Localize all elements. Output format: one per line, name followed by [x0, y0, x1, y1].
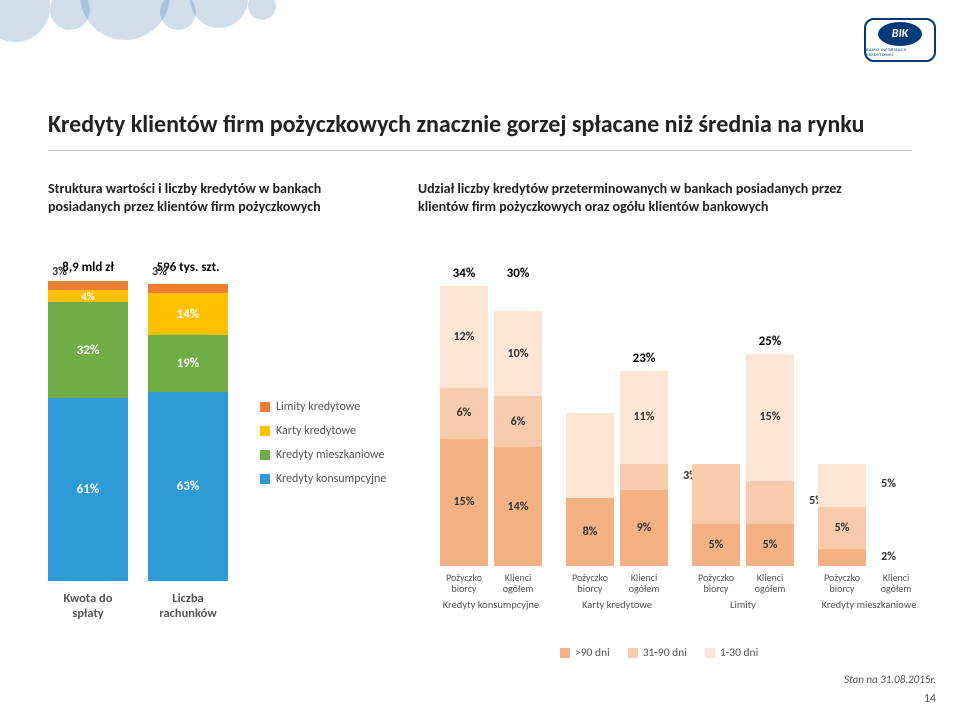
legend-item: Limity kredytowe — [260, 400, 386, 414]
right-chart-segment: 10% — [566, 413, 614, 498]
legend-swatch — [260, 426, 270, 436]
right-chart-segment: 6% — [440, 388, 488, 439]
right-chart-col-label: Klienciogółem — [872, 572, 920, 594]
right-chart-bar — [872, 464, 920, 566]
right-chart-col-label: Pożyczkobiorcy — [440, 572, 488, 594]
dpd-legend-item: >90 dni — [560, 646, 610, 660]
right-chart-bar: 8%10% — [566, 371, 614, 567]
right-chart-top-label: 34% — [440, 266, 488, 281]
bik-logo-subtitle: BIURO INFORMACJI KREDYTOWEJ — [866, 48, 934, 58]
legend-swatch — [260, 402, 270, 412]
right-chart-col-label: Pożyczkobiorcy — [692, 572, 740, 594]
dpd-legend: >90 dni 31-90 dni 1-30 dni — [560, 646, 758, 660]
right-chart-segment: 5% — [746, 524, 794, 567]
right-chart-segment: 10% — [494, 311, 542, 396]
legend-item: Karty kredytowe — [260, 424, 386, 438]
right-chart-group: 2%5%5% — [818, 464, 920, 566]
right-chart-segment: 5% — [746, 481, 794, 524]
legend-label: Kredyty konsumpcyjne — [276, 472, 386, 486]
right-chart-bar: 5%7% — [692, 354, 740, 567]
product-legend: Limity kredytowe Karty kredytowe Kredyty m… — [260, 400, 386, 496]
right-chart-group: 8%10%9%3%11%23% — [566, 371, 668, 567]
left-chart-segment — [148, 284, 228, 293]
bik-logo: BIK BIURO INFORMACJI KREDYTOWEJ — [864, 18, 936, 62]
right-chart-bar: 9%3%11%23% — [620, 371, 668, 567]
left-chart-segment: 32% — [48, 302, 128, 398]
left-chart-bar: 61%32%4%3% — [48, 281, 128, 581]
left-chart-ext-label: 3% — [52, 265, 67, 279]
right-chart-segment: 5% — [818, 507, 866, 550]
legend-label: Kredyty mieszkaniowe — [276, 448, 384, 462]
title-rule — [48, 150, 912, 151]
right-chart-category-label: Limity — [692, 598, 794, 611]
left-chart-bar: 63%19%14%3% — [148, 281, 228, 581]
right-chart-segment: 6% — [494, 396, 542, 447]
header-decoration — [0, 0, 320, 50]
left-chart-axis-label: Liczba rachunków — [148, 591, 228, 621]
right-chart-bar: 14%6%10%30% — [494, 286, 542, 567]
left-chart-axis-label: Kwota do spłaty — [48, 591, 128, 621]
right-chart-segment: 15% — [440, 439, 488, 567]
left-chart: 8,9 mld zł596 tys. szt. 61%32%4%3%63%19%… — [48, 260, 248, 621]
subtitle-right: Udział liczby kredytów przeterminowanych… — [418, 180, 888, 215]
dpd-legend-item: 31-90 dni — [628, 646, 687, 660]
bik-logo-oval: BIK — [878, 22, 922, 46]
dpd-legend-swatch — [705, 648, 715, 658]
dpd-legend-swatch — [560, 648, 570, 658]
legend-swatch — [260, 474, 270, 484]
right-chart-segment: 8% — [566, 498, 614, 566]
footnote: Stan na 31.08.2015r. — [844, 673, 936, 686]
subtitle-left: Struktura wartości i liczby kredytów w b… — [48, 180, 378, 215]
right-chart-segment: 2% — [818, 549, 866, 566]
right-chart-segment: 5% — [692, 524, 740, 567]
dpd-legend-label: >90 dni — [575, 646, 610, 660]
right-chart-segment: 9% — [620, 490, 668, 567]
right-chart-segment: 3% — [620, 464, 668, 490]
right-chart-bar: 5%5%15%25% — [746, 354, 794, 567]
left-chart-segment: 19% — [148, 335, 228, 392]
right-chart-category-label: Karty kredytowe — [566, 598, 668, 611]
right-chart-segment: 5% — [818, 464, 866, 507]
right-chart-segment: 7% — [692, 464, 740, 524]
right-chart-col-label: Klienciogółem — [620, 572, 668, 594]
right-chart-col-label: Pożyczkobiorcy — [818, 572, 866, 594]
left-chart-segment: 63% — [148, 392, 228, 581]
right-chart-top-label: 30% — [494, 266, 542, 281]
dpd-legend-swatch — [628, 648, 638, 658]
legend-swatch — [260, 450, 270, 460]
right-chart-segment: 14% — [494, 447, 542, 566]
right-chart-top-label: 25% — [746, 334, 794, 349]
left-chart-segment: 14% — [148, 293, 228, 335]
legend-label: Limity kredytowe — [276, 400, 360, 414]
right-chart-top-label: 23% — [620, 351, 668, 366]
right-chart-col-label: Klienciogółem — [494, 572, 542, 594]
right-chart-category-label: Kredyty konsumpcyjne — [440, 598, 542, 611]
left-chart-ext-label: 3% — [152, 265, 167, 279]
right-chart-segment: 15% — [746, 354, 794, 482]
right-chart-segment: 11% — [620, 371, 668, 465]
left-chart-segment: 61% — [48, 398, 128, 581]
dpd-legend-item: 1-30 dni — [705, 646, 758, 660]
right-chart-col-label: Pożyczkobiorcy — [566, 572, 614, 594]
right-chart-group: 5%7%5%5%15%25% — [692, 354, 794, 567]
right-chart-col-label: Klienciogółem — [746, 572, 794, 594]
page-number: 14 — [924, 692, 936, 706]
page-title: Kredyty klientów firm pożyczkowych znacz… — [48, 110, 864, 139]
left-chart-segment: 4% — [48, 290, 128, 302]
right-chart-bar: 15%6%12%34% — [440, 286, 488, 567]
legend-item: Kredyty konsumpcyjne — [260, 472, 386, 486]
dpd-legend-label: 31-90 dni — [643, 646, 687, 660]
right-chart: 15%6%12%34%14%6%10%30%8%10%9%3%11%23%5%7… — [440, 256, 940, 611]
legend-label: Karty kredytowe — [276, 424, 356, 438]
right-chart-category-label: Kredyty mieszkaniowe — [818, 598, 920, 611]
right-chart-group: 15%6%12%34%14%6%10%30% — [440, 286, 542, 567]
right-chart-bar: 2%5%5% — [818, 464, 866, 566]
legend-item: Kredyty mieszkaniowe — [260, 448, 386, 462]
dpd-legend-label: 1-30 dni — [720, 646, 758, 660]
right-chart-segment: 12% — [440, 286, 488, 388]
